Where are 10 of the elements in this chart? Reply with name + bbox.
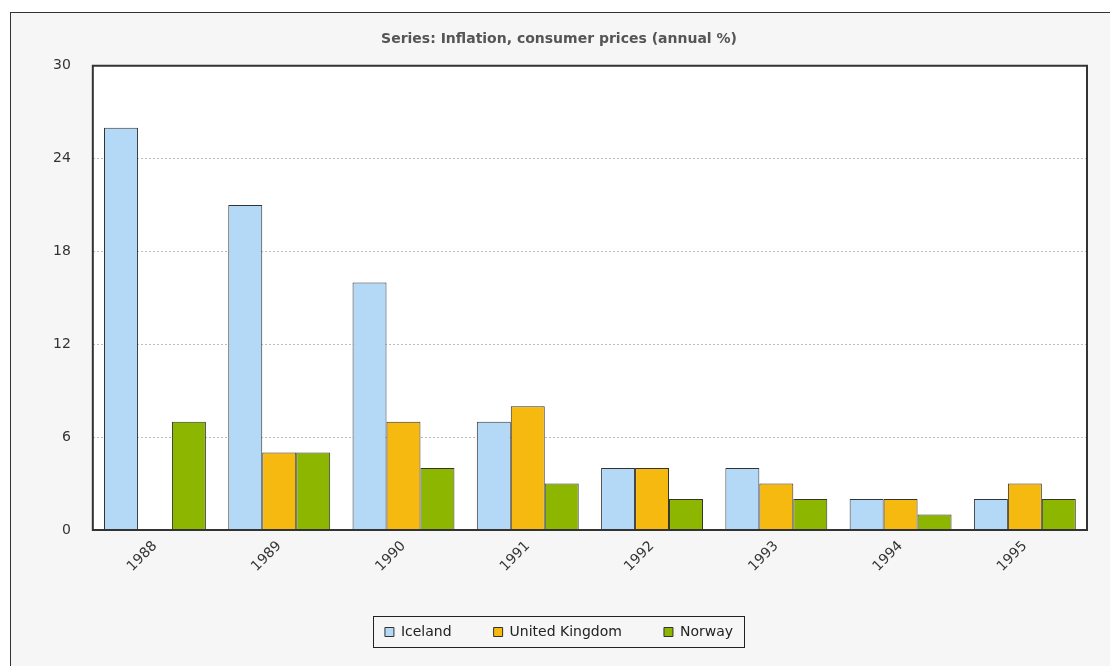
legend-label: United Kingdom (509, 622, 622, 639)
y-tick-label: 30 (52, 56, 71, 73)
y-tick-label: 12 (52, 334, 71, 351)
legend-label: Norway (679, 622, 734, 639)
y-tick-label: 0 (61, 520, 71, 537)
chart-title: Series: Inflation, consumer prices (annual %) (381, 30, 737, 47)
y-tick-label: 6 (61, 427, 71, 444)
y-tick-label: 24 (52, 149, 71, 166)
y-tick-label: 18 (52, 242, 71, 259)
legend-label: Iceland (400, 622, 452, 639)
